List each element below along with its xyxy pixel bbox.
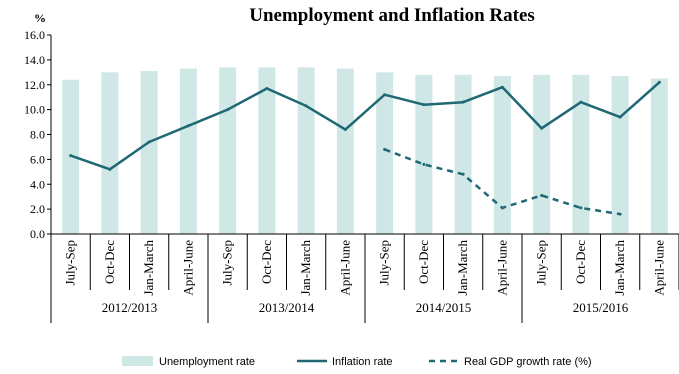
x-tick-label: Oct-Dec (416, 240, 431, 284)
gdp-growth-point (500, 206, 504, 210)
axis-labels: 0.0 2.0 4.0 6.0 8.0 10.0 12.0 14.0 16.0 2012/2013… (24, 28, 666, 315)
unemployment-bar (179, 68, 197, 234)
inflation-point (147, 140, 151, 144)
x-tick-label: April-June (337, 240, 352, 296)
inflation-point (500, 85, 504, 89)
x-tick-label: July-Sep (377, 240, 392, 286)
y-tick-label: 10.0 (24, 103, 45, 117)
unemployment-bars (62, 67, 668, 235)
inflation-point (657, 80, 661, 84)
unemployment-bar (297, 67, 315, 235)
unemployment-bar (650, 78, 668, 234)
legend-label: Inflation rate (332, 356, 393, 368)
legend: Unemployment rate Inflation rate Real GDP … (122, 356, 592, 368)
inflation-point (186, 124, 190, 128)
x-tick-label: Oct-Dec (259, 240, 274, 284)
gdp-growth-point (618, 212, 622, 216)
unemployment-bar (572, 74, 590, 234)
gdp-growth-point (540, 193, 544, 197)
y-tick-label: 14.0 (24, 53, 45, 67)
unemployment-bar (101, 72, 119, 234)
inflation-point (265, 86, 269, 90)
unemployment-bar (140, 71, 158, 234)
x-tick-label: Jan-March (298, 240, 313, 296)
x-tick-label: Jan-March (612, 240, 627, 296)
inflation-point (108, 167, 112, 171)
inflation-point (383, 93, 387, 97)
inflation-point (343, 128, 347, 132)
x-tick-label: April-June (180, 240, 195, 296)
group-label: 2013/2014 (259, 300, 315, 315)
y-tick-label: 6.0 (30, 152, 45, 166)
unemployment-bar (454, 74, 472, 234)
inflation-point (618, 115, 622, 119)
x-tick-label: April-June (651, 240, 666, 296)
legend-swatch-unemployment (122, 356, 153, 366)
axes (47, 34, 679, 323)
lines (69, 80, 661, 216)
inflation-point (461, 100, 465, 104)
inflation-point (69, 154, 73, 158)
inflation-line (70, 81, 661, 171)
y-tick-label: 0.0 (30, 227, 45, 241)
unemployment-bar (493, 76, 511, 234)
x-tick-label: Jan-March (455, 240, 470, 296)
inflation-point (304, 104, 308, 108)
x-tick-label: Jan-March (141, 240, 156, 296)
y-tick-label: 4.0 (30, 177, 45, 191)
unemployment-bar (336, 68, 354, 234)
y-tick-label: 8.0 (30, 128, 45, 142)
chart-title: Unemployment and Inflation Rates (249, 5, 535, 26)
unemployment-bar (533, 74, 551, 234)
gdp-growth-point (579, 206, 583, 210)
unemployment-bar (376, 72, 394, 234)
unemployment-bar (258, 67, 276, 235)
x-tick-label: April-June (494, 240, 509, 296)
inflation-point (579, 100, 583, 104)
x-tick-label: July-Sep (534, 240, 549, 286)
legend-label: Real GDP growth rate (%) (464, 356, 592, 368)
y-tick-label: 16.0 (24, 28, 45, 42)
inflation-point (422, 103, 426, 107)
group-label: 2012/2013 (102, 300, 158, 315)
unemployment-bar (415, 74, 433, 234)
y-tick-label: 2.0 (30, 202, 45, 216)
x-tick-label: July-Sep (220, 240, 235, 286)
gdp-growth-point (422, 162, 426, 166)
x-tick-label: July-Sep (63, 240, 78, 286)
unemployment-bar (219, 67, 237, 235)
x-tick-label: Oct-Dec (573, 240, 588, 284)
unemployment-bar (611, 76, 629, 234)
inflation-point (226, 108, 230, 112)
gdp-growth-point (461, 172, 465, 176)
y-axis-label: % (34, 11, 46, 25)
y-tick-label: 12.0 (24, 78, 45, 92)
group-label: 2015/2016 (573, 300, 629, 315)
group-label: 2014/2015 (416, 300, 472, 315)
legend-label: Unemployment rate (159, 356, 255, 368)
x-tick-label: Oct-Dec (102, 240, 117, 284)
inflation-point (540, 126, 544, 130)
gdp-growth-point (383, 147, 387, 151)
